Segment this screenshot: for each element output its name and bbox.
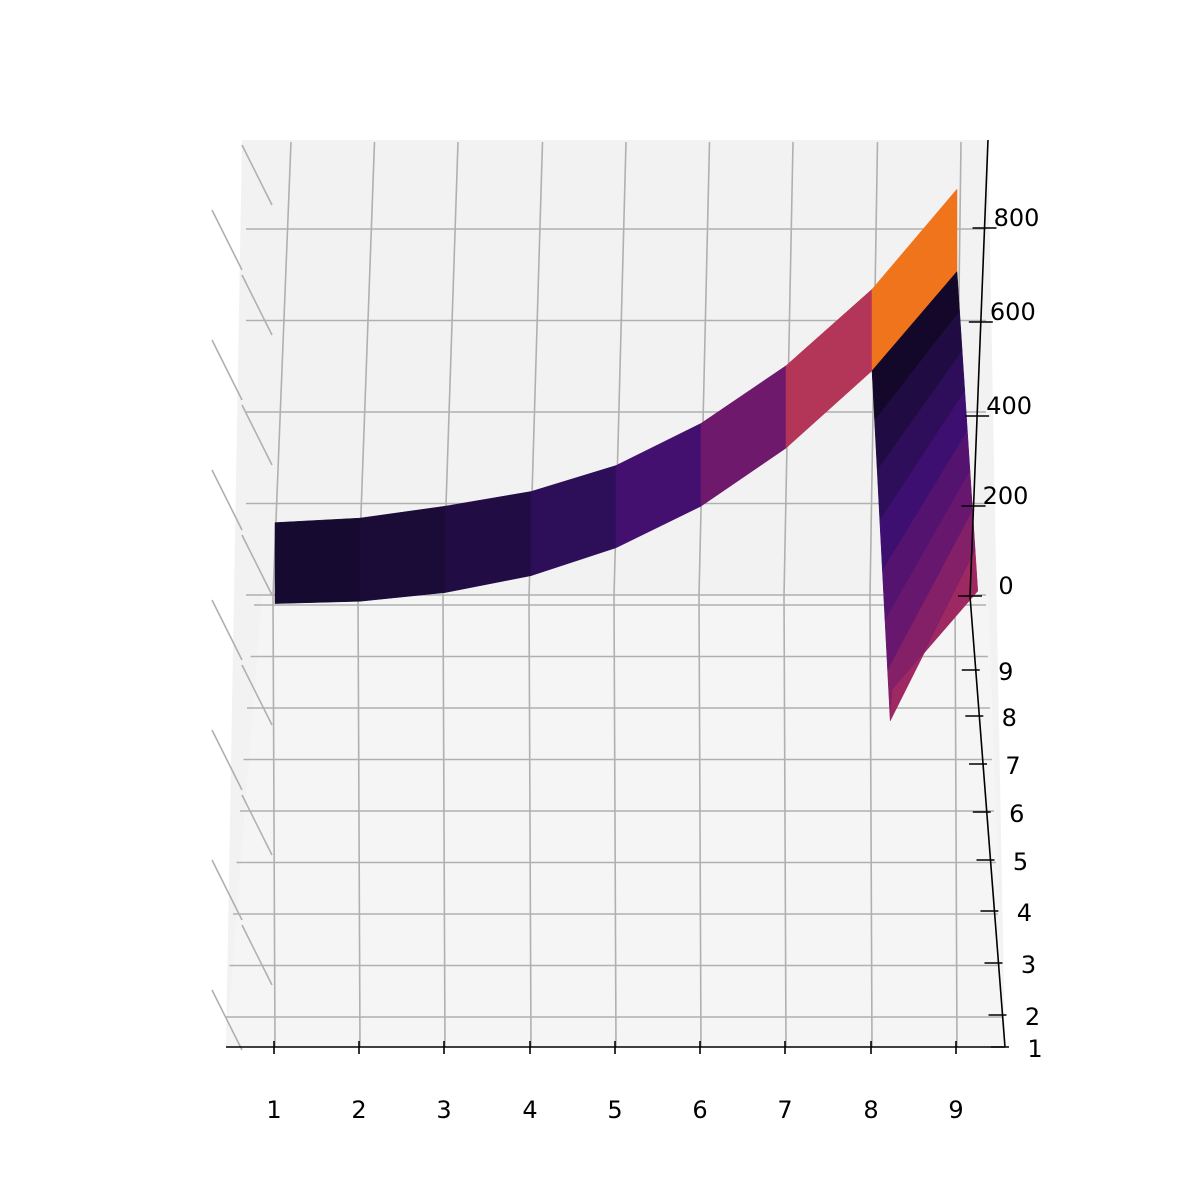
grid-line-x-floor: [272, 595, 276, 1048]
grid-line-left-wall: [211, 469, 243, 531]
x-tick-label: 6: [692, 1096, 707, 1124]
x-tick-label: 5: [607, 1096, 622, 1124]
z-axis-line: [969, 139, 989, 597]
grid-line-x-floor: [698, 595, 702, 1048]
grid-line-x-floor: [613, 595, 617, 1048]
grid-line-left-wall: [241, 534, 273, 596]
y-tick-label: 5: [1013, 848, 1028, 876]
grid-line-x-floor: [783, 595, 787, 1048]
grid-line-left-wall: [211, 859, 243, 921]
x-tick-label: 8: [863, 1096, 878, 1124]
y-tick-label: 8: [1002, 704, 1017, 732]
x-tick-label: 3: [436, 1096, 451, 1124]
surface-face: [274, 517, 361, 604]
z-tick-label: 200: [983, 482, 1029, 510]
y-tick-label: 4: [1017, 899, 1032, 927]
grid-line-left-wall: [211, 729, 243, 791]
grid-line-left-wall: [241, 794, 273, 856]
grid-line-left-wall: [211, 989, 243, 1051]
y-tick-label: 2: [1025, 1003, 1040, 1031]
grid-line-x-floor: [442, 595, 446, 1048]
axes: [226, 139, 1009, 1054]
x-tick-label: 4: [522, 1096, 537, 1124]
grid-line-x-floor: [357, 595, 361, 1048]
x-tick-label: 1: [266, 1096, 281, 1124]
grid-line-x-floor: [954, 595, 958, 1048]
grid-line-x-floor: [528, 595, 532, 1048]
x-tick-label: 7: [777, 1096, 792, 1124]
grid-line-left-wall: [211, 209, 243, 271]
grid-line-left-wall: [211, 599, 243, 661]
z-tick-label: 800: [994, 204, 1040, 232]
y-tick-label: 6: [1009, 800, 1024, 828]
y-tick-label: 9: [998, 658, 1013, 686]
surface-face: [359, 505, 446, 602]
grid-line-x-floor: [869, 595, 873, 1048]
y-tick-label: 1: [1027, 1035, 1042, 1063]
y-tick-label: 7: [1005, 752, 1020, 780]
grid-line-left-wall: [211, 339, 243, 401]
surface-face: [444, 491, 532, 593]
grid-line-left-wall: [241, 404, 273, 466]
grid-line-left-wall: [241, 274, 273, 336]
grid-line-left-wall: [241, 144, 273, 206]
surface-face: [889, 550, 979, 721]
z-tick-label: 400: [986, 392, 1032, 420]
grid-line-left-wall: [241, 924, 273, 986]
grid-line-x-back: [272, 141, 292, 597]
y-axis-line: [969, 595, 1006, 1048]
z-tick-label: 600: [990, 298, 1036, 326]
tick-labels: 1 2 3 4 5 6 7 8 9 0 200 400 600 800 1 2 3 4 5 6 7 8 9: [266, 204, 1042, 1124]
x-tick-label: 2: [351, 1096, 366, 1124]
grid-line-x-back: [698, 141, 711, 597]
x-tick-label: 9: [948, 1096, 963, 1124]
y-tick-label: 3: [1021, 951, 1036, 979]
grid-line-left-wall: [241, 664, 273, 726]
surface: [274, 188, 979, 722]
z-tick-label: 0: [998, 572, 1013, 600]
